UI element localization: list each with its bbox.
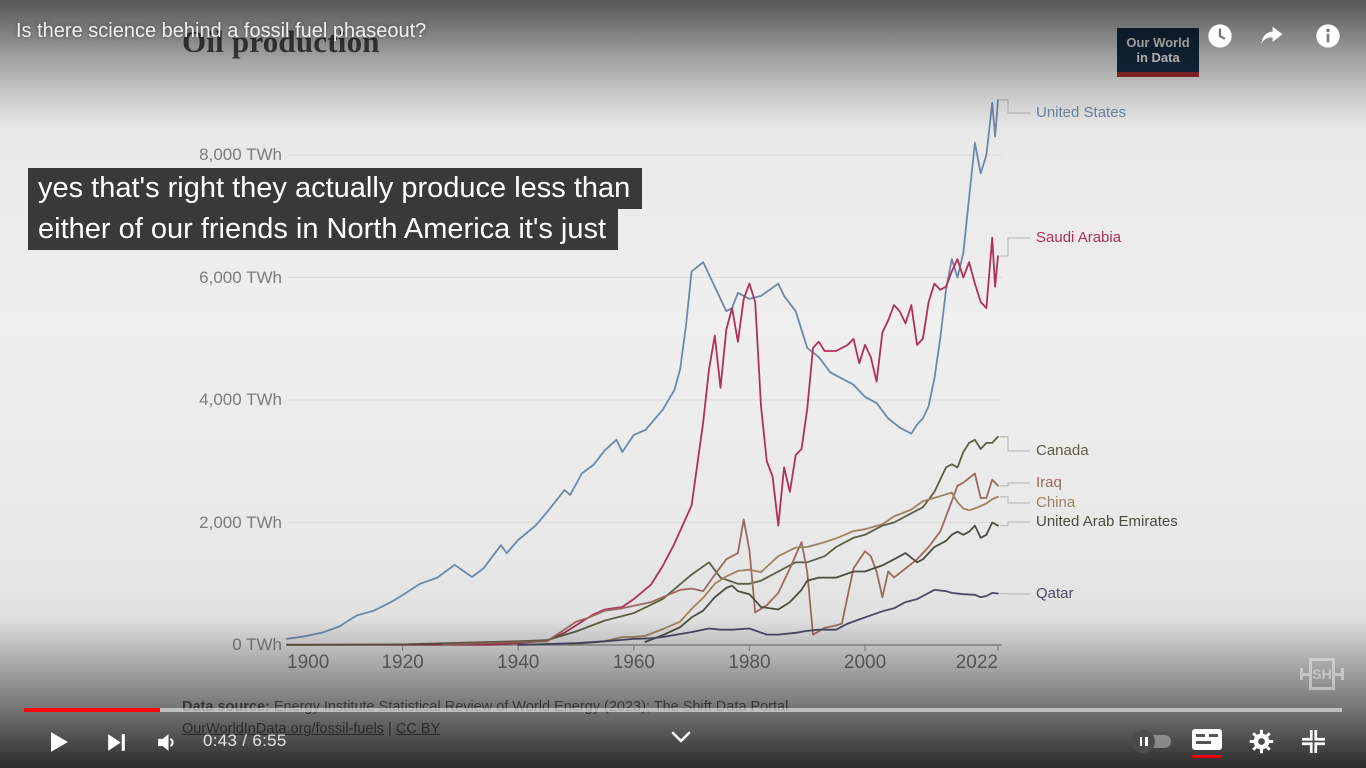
legend-label-saudi-arabia: Saudi Arabia bbox=[1036, 229, 1122, 246]
watermark-logo: SH bbox=[1309, 658, 1335, 690]
x-axis-label: 2022 bbox=[955, 652, 998, 673]
share-icon[interactable] bbox=[1258, 22, 1286, 50]
channel-watermark[interactable]: SH bbox=[1300, 658, 1344, 690]
y-axis-label: 0 TWh bbox=[232, 635, 282, 654]
settings-button[interactable] bbox=[1248, 728, 1275, 760]
x-axis-label: 2000 bbox=[843, 652, 887, 673]
exit-fullscreen-button[interactable] bbox=[1300, 728, 1327, 760]
legend-label-qatar: Qatar bbox=[1036, 585, 1074, 602]
caption-line-1: yes that's right they actually produce l… bbox=[28, 168, 643, 209]
autoplay-toggle[interactable] bbox=[1132, 730, 1171, 753]
volume-icon[interactable] bbox=[156, 730, 181, 760]
legend-label-united-arab-emirates: United Arab Emirates bbox=[1036, 513, 1178, 530]
x-axis-label: 1980 bbox=[728, 652, 771, 673]
source-line1: Data source: Energy Institute Statistica… bbox=[182, 696, 788, 718]
x-axis-label: 1940 bbox=[497, 652, 540, 673]
source-text: Energy Institute Statistical Review of W… bbox=[269, 699, 789, 715]
y-axis-label: 2,000 TWh bbox=[199, 512, 282, 532]
series-line-saudi-arabia bbox=[286, 236, 999, 646]
subtitles-icon bbox=[1192, 729, 1222, 750]
y-axis-label: 8,000 TWh bbox=[199, 145, 282, 164]
play-button[interactable] bbox=[44, 728, 72, 761]
license-link: CC BY bbox=[395, 721, 441, 737]
source-label: Data source: bbox=[182, 699, 270, 715]
subtitles-button[interactable] bbox=[1192, 729, 1222, 758]
watch-later-icon[interactable] bbox=[1206, 22, 1234, 50]
x-axis-label: 1920 bbox=[381, 652, 424, 673]
y-axis-label: 4,000 TWh bbox=[199, 390, 282, 409]
progress-played bbox=[24, 708, 160, 712]
chevron-down-icon[interactable] bbox=[669, 730, 693, 749]
subtitles-active-indicator bbox=[1192, 755, 1222, 758]
series-line-united-states bbox=[286, 99, 999, 640]
caption-box: yes that's right they actually produce l… bbox=[28, 168, 643, 250]
progress-bar[interactable] bbox=[24, 708, 1342, 712]
legend-label-iraq: Iraq bbox=[1036, 474, 1062, 491]
caption-line-2: either of our friends in North America i… bbox=[28, 209, 619, 250]
legend-label-canada: Canada bbox=[1036, 442, 1089, 459]
legend-label-china: China bbox=[1036, 494, 1076, 511]
series-line-iraq bbox=[442, 472, 999, 646]
video-title: Is there science behind a fossil fuel ph… bbox=[16, 20, 427, 42]
series-line-united-arab-emirates bbox=[644, 521, 999, 643]
x-axis-label: 1960 bbox=[612, 652, 655, 673]
x-axis-label: 1900 bbox=[287, 652, 330, 673]
info-icon[interactable] bbox=[1314, 22, 1342, 50]
legend-label-united-states: United States bbox=[1036, 104, 1127, 121]
source-divider: | bbox=[384, 721, 396, 737]
time-display: 0:43 / 6:55 bbox=[203, 731, 287, 750]
y-axis-label: 6,000 TWh bbox=[199, 267, 282, 287]
watermark-tick-right bbox=[1341, 668, 1344, 680]
autoplay-pause-icon bbox=[1132, 730, 1155, 753]
series-line-canada bbox=[286, 435, 999, 646]
next-button[interactable] bbox=[104, 730, 129, 760]
